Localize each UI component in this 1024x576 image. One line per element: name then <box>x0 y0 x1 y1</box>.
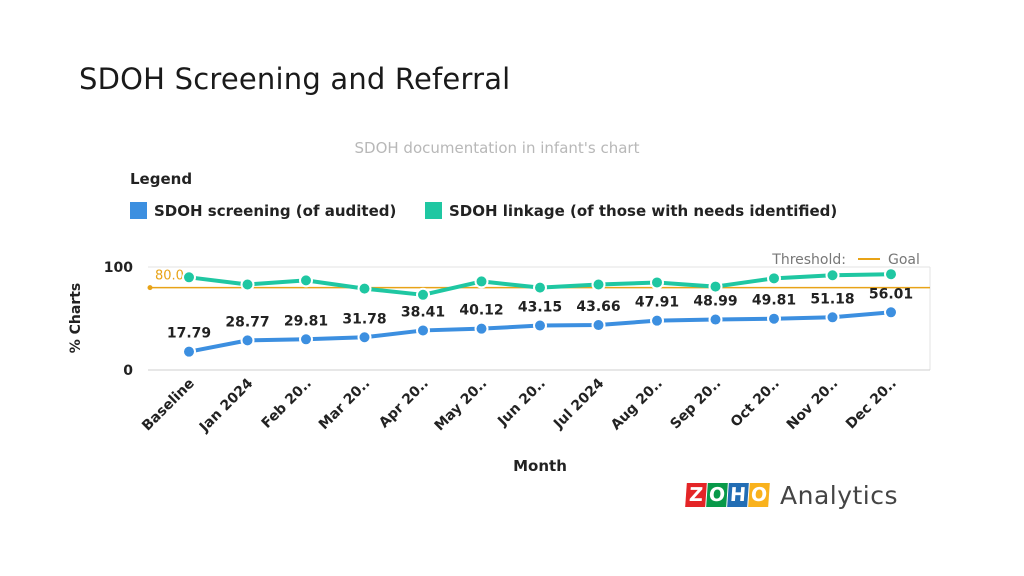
x-tick-label: Jun 20.. <box>494 376 549 431</box>
data-point <box>650 275 664 290</box>
data-point <box>474 321 489 336</box>
x-tick-label: Apr 20.. <box>376 376 432 432</box>
x-axis-label: Month <box>513 457 567 475</box>
data-label: 47.91 <box>635 295 679 311</box>
x-tick-label: Oct 20.. <box>728 376 783 431</box>
data-label: 29.81 <box>284 313 328 329</box>
data-label: 17.79 <box>167 326 211 342</box>
x-tick-label: Jan 2024 <box>196 375 257 436</box>
x-tick-label: Baseline <box>139 376 198 435</box>
data-label: 31.78 <box>342 311 386 327</box>
chart-title: SDOH documentation in infant's chart <box>355 139 640 157</box>
data-label: 49.81 <box>752 293 796 309</box>
legend-label: SDOH screening (of audited) <box>154 202 396 220</box>
logo-letter: Z <box>685 483 707 507</box>
x-tick-label: Jul 2024 <box>550 375 607 432</box>
data-point <box>767 271 781 286</box>
legend-label: SDOH linkage (of those with needs identi… <box>449 202 837 220</box>
zoho-analytics-logo: Z O H O Analytics <box>685 480 899 510</box>
x-tick-label: Aug 20.. <box>608 376 666 434</box>
data-label: 48.99 <box>693 294 737 310</box>
data-point <box>240 333 255 348</box>
data-label: 56.01 <box>869 286 913 302</box>
data-point <box>884 305 898 320</box>
data-point <box>825 268 840 283</box>
threshold-value-label: 80.0 <box>155 269 184 284</box>
data-point <box>708 312 723 327</box>
data-point <box>240 277 255 292</box>
x-tick-label: Mar 20.. <box>316 376 373 433</box>
data-point <box>182 344 196 359</box>
threshold-legend-name: Goal <box>888 252 920 268</box>
data-point <box>299 332 313 347</box>
data-point <box>357 330 372 345</box>
data-point <box>533 280 547 295</box>
data-point <box>591 318 606 333</box>
data-point <box>299 273 313 288</box>
y-tick-label: 100 <box>104 260 133 276</box>
data-point <box>182 270 196 285</box>
data-point <box>533 318 547 333</box>
x-tick-label: Sep 20.. <box>667 376 724 433</box>
data-point <box>474 274 489 289</box>
y-axis-label: % Charts <box>68 283 84 354</box>
data-point <box>767 311 781 326</box>
legend-title: Legend <box>130 170 192 188</box>
data-point <box>825 310 840 325</box>
logo-letter: O <box>748 483 770 507</box>
logo-letter: H <box>727 483 749 507</box>
x-tick-label: Nov 20.. <box>784 376 842 434</box>
logo-text: Analytics <box>780 480 899 510</box>
data-point <box>650 313 664 328</box>
data-label: 51.18 <box>810 291 854 307</box>
x-tick-label: May 20.. <box>432 376 491 435</box>
data-point <box>416 287 430 302</box>
threshold-marker <box>147 285 153 291</box>
data-label: 43.15 <box>518 300 562 316</box>
data-point <box>884 267 898 282</box>
logo-letter: O <box>706 483 728 507</box>
data-label: 43.66 <box>576 299 620 315</box>
slide-title: SDOH Screening and Referral <box>79 62 511 96</box>
data-point <box>416 323 430 338</box>
data-point <box>357 281 372 296</box>
threshold-legend-label: Threshold: <box>771 252 846 268</box>
data-label: 40.12 <box>459 303 503 319</box>
y-tick-label: 0 <box>123 363 133 379</box>
x-tick-label: Feb 20.. <box>259 376 315 432</box>
x-tick-label: Dec 20.. <box>843 376 900 433</box>
data-label: 38.41 <box>401 304 445 320</box>
legend-swatch <box>425 202 442 219</box>
data-label: 28.77 <box>225 314 269 330</box>
data-point <box>708 279 723 294</box>
legend-swatch <box>130 202 147 219</box>
data-point <box>591 277 606 292</box>
